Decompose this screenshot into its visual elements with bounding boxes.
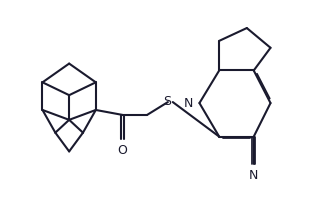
Text: N: N — [249, 169, 258, 182]
Text: S: S — [163, 95, 171, 108]
Text: N: N — [184, 97, 193, 110]
Text: O: O — [117, 144, 127, 157]
